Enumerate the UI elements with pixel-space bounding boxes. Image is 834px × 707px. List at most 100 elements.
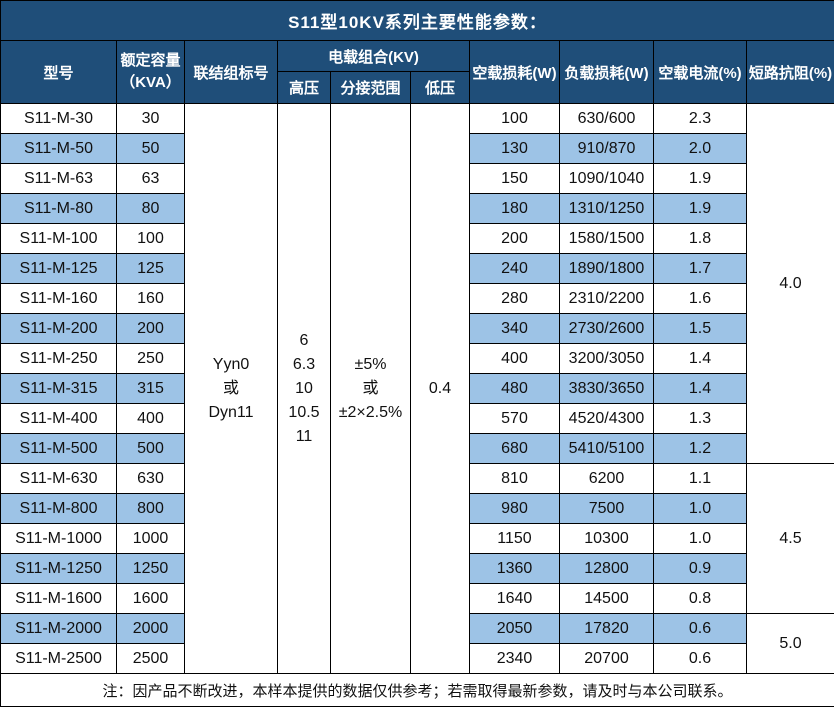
cell-no-load-current: 0.8	[654, 584, 747, 614]
cell-capacity: 315	[117, 374, 185, 404]
cell-model: S11-M-1000	[1, 524, 117, 554]
cell-model: S11-M-80	[1, 194, 117, 224]
cell-model: S11-M-500	[1, 434, 117, 464]
cell-capacity: 80	[117, 194, 185, 224]
cell-model: S11-M-250	[1, 344, 117, 374]
cell-load-loss: 630/600	[560, 104, 654, 134]
cell-tap-range: ±5% 或 ±2×2.5%	[331, 104, 411, 674]
cell-no-load-loss: 180	[470, 194, 560, 224]
cell-no-load-current: 1.0	[654, 524, 747, 554]
cell-no-load-current: 1.4	[654, 344, 747, 374]
col-header-no-load-loss: 空载损耗(W)	[470, 41, 560, 104]
cell-no-load-loss: 240	[470, 254, 560, 284]
cell-no-load-current: 1.7	[654, 254, 747, 284]
cell-model: S11-M-1250	[1, 554, 117, 584]
cell-load-loss: 12800	[560, 554, 654, 584]
cell-impedance: 4.0	[747, 104, 834, 464]
col-header-model: 型号	[1, 41, 117, 104]
cell-capacity: 125	[117, 254, 185, 284]
cell-model: S11-M-800	[1, 494, 117, 524]
cell-no-load-loss: 2340	[470, 644, 560, 674]
cell-no-load-loss: 570	[470, 404, 560, 434]
table-title: S11型10KV系列主要性能参数：	[1, 1, 834, 41]
cell-model: S11-M-30	[1, 104, 117, 134]
cell-load-loss: 3200/3050	[560, 344, 654, 374]
cell-capacity: 200	[117, 314, 185, 344]
cell-load-loss: 1310/1250	[560, 194, 654, 224]
cell-load-loss: 1090/1040	[560, 164, 654, 194]
cell-no-load-current: 0.9	[654, 554, 747, 584]
cell-capacity: 100	[117, 224, 185, 254]
cell-no-load-current: 2.3	[654, 104, 747, 134]
cell-no-load-current: 1.8	[654, 224, 747, 254]
cell-capacity: 63	[117, 164, 185, 194]
note-row: 注：因产品不断改进，本样本提供的数据仅供参考；若需取得最新参数，请及时与本公司联…	[1, 674, 834, 707]
cell-no-load-loss: 200	[470, 224, 560, 254]
cell-lv: 0.4	[411, 104, 470, 674]
cell-model: S11-M-1600	[1, 584, 117, 614]
cell-no-load-current: 0.6	[654, 614, 747, 644]
cell-no-load-current: 1.1	[654, 464, 747, 494]
cell-load-loss: 910/870	[560, 134, 654, 164]
cell-load-loss: 3830/3650	[560, 374, 654, 404]
cell-impedance: 5.0	[747, 614, 834, 674]
cell-load-loss: 2730/2600	[560, 314, 654, 344]
cell-no-load-current: 0.6	[654, 644, 747, 674]
cell-model: S11-M-2000	[1, 614, 117, 644]
cell-no-load-loss: 1360	[470, 554, 560, 584]
cell-load-loss: 1580/1500	[560, 224, 654, 254]
col-header-hv: 高压	[278, 72, 331, 104]
col-header-tap-range: 分接范围	[331, 72, 411, 104]
cell-model: S11-M-63	[1, 164, 117, 194]
cell-load-loss: 1890/1800	[560, 254, 654, 284]
cell-capacity: 2500	[117, 644, 185, 674]
cell-load-loss: 6200	[560, 464, 654, 494]
cell-capacity: 50	[117, 134, 185, 164]
cell-no-load-current: 1.3	[654, 404, 747, 434]
cell-capacity: 1000	[117, 524, 185, 554]
cell-hv: 6 6.3 10 10.5 11	[278, 104, 331, 674]
cell-capacity: 1600	[117, 584, 185, 614]
title-row: S11型10KV系列主要性能参数：	[1, 1, 834, 41]
header-row-top: 型号 额定容量 （KVA） 联结组标号 电载组合(KV) 空载损耗(W) 负载损…	[1, 41, 834, 72]
cell-no-load-loss: 2050	[470, 614, 560, 644]
cell-model: S11-M-400	[1, 404, 117, 434]
footnote: 注：因产品不断改进，本样本提供的数据仅供参考；若需取得最新参数，请及时与本公司联…	[1, 674, 834, 707]
cell-load-loss: 17820	[560, 614, 654, 644]
cell-no-load-loss: 100	[470, 104, 560, 134]
cell-no-load-loss: 810	[470, 464, 560, 494]
cell-connection: Yyn0 或 Dyn11	[185, 104, 278, 674]
cell-load-loss: 7500	[560, 494, 654, 524]
cell-capacity: 800	[117, 494, 185, 524]
cell-no-load-current: 2.0	[654, 134, 747, 164]
cell-no-load-current: 1.5	[654, 314, 747, 344]
cell-no-load-loss: 130	[470, 134, 560, 164]
cell-no-load-loss: 150	[470, 164, 560, 194]
cell-load-loss: 14500	[560, 584, 654, 614]
cell-model: S11-M-100	[1, 224, 117, 254]
cell-no-load-loss: 280	[470, 284, 560, 314]
col-header-impedance: 短路抗阻(%)	[747, 41, 834, 104]
cell-capacity: 30	[117, 104, 185, 134]
cell-no-load-loss: 980	[470, 494, 560, 524]
col-header-voltage-group: 电载组合(KV)	[278, 41, 470, 72]
cell-no-load-loss: 1640	[470, 584, 560, 614]
cell-model: S11-M-200	[1, 314, 117, 344]
col-header-no-load-current: 空载电流(%)	[654, 41, 747, 104]
cell-model: S11-M-125	[1, 254, 117, 284]
cell-model: S11-M-630	[1, 464, 117, 494]
col-header-load-loss: 负载损耗(W)	[560, 41, 654, 104]
col-header-connection: 联结组标号	[185, 41, 278, 104]
cell-capacity: 2000	[117, 614, 185, 644]
cell-no-load-current: 1.4	[654, 374, 747, 404]
cell-load-loss: 4520/4300	[560, 404, 654, 434]
col-header-capacity: 额定容量 （KVA）	[117, 41, 185, 104]
cell-model: S11-M-315	[1, 374, 117, 404]
cell-model: S11-M-160	[1, 284, 117, 314]
cell-load-loss: 5410/5100	[560, 434, 654, 464]
cell-capacity: 1250	[117, 554, 185, 584]
